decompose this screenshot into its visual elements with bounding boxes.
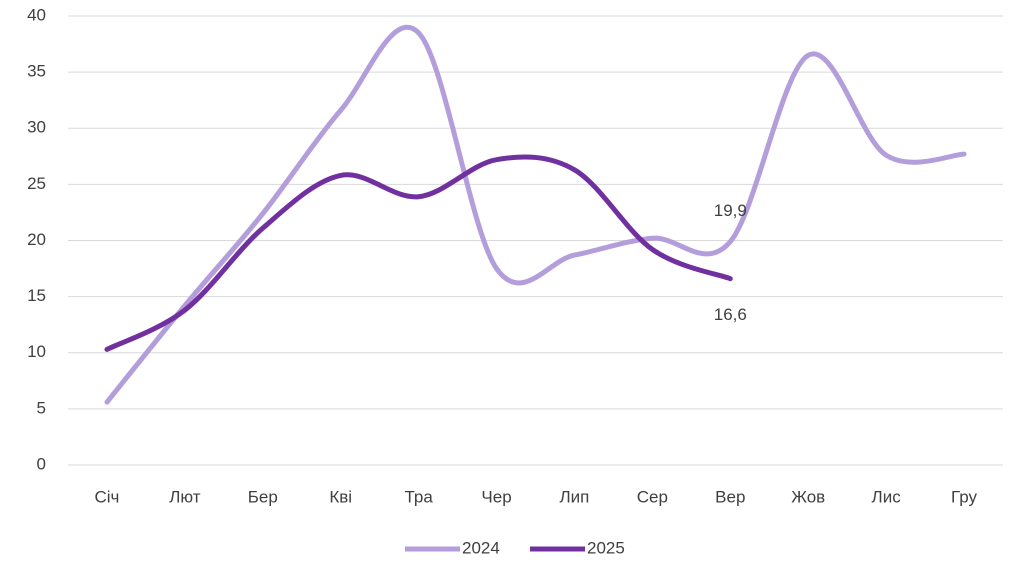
y-tick-label: 30 (27, 118, 46, 137)
x-tick-label: Жов (791, 487, 825, 506)
y-tick-label: 10 (27, 342, 46, 361)
y-tick-label: 20 (27, 230, 46, 249)
x-tick-label: Лют (169, 487, 201, 506)
x-tick-label: Вер (715, 487, 745, 506)
x-tick-label: Лип (560, 487, 590, 506)
y-tick-label: 0 (37, 454, 46, 473)
series-line (104, 154, 733, 352)
x-tick-label: Бер (248, 487, 278, 506)
x-tick-label: Кві (329, 487, 352, 506)
x-tick-label: Тра (404, 487, 433, 506)
data-label: 19,9 (714, 201, 747, 220)
legend-label: 2024 (462, 538, 500, 557)
y-tick-label: 35 (27, 62, 46, 81)
y-tick-label: 25 (27, 174, 46, 193)
data-label: 16,6 (714, 305, 747, 324)
x-tick-label: Гру (951, 487, 978, 506)
y-tick-label: 40 (27, 5, 46, 24)
x-tick-label: Сер (637, 487, 668, 506)
x-tick-label: Січ (94, 487, 119, 506)
y-tick-label: 5 (37, 398, 46, 417)
legend-label: 2025 (587, 538, 625, 557)
y-tick-label: 15 (27, 286, 46, 305)
x-tick-label: Лис (872, 487, 902, 506)
x-tick-label: Чер (481, 487, 511, 506)
series-line (104, 24, 967, 405)
